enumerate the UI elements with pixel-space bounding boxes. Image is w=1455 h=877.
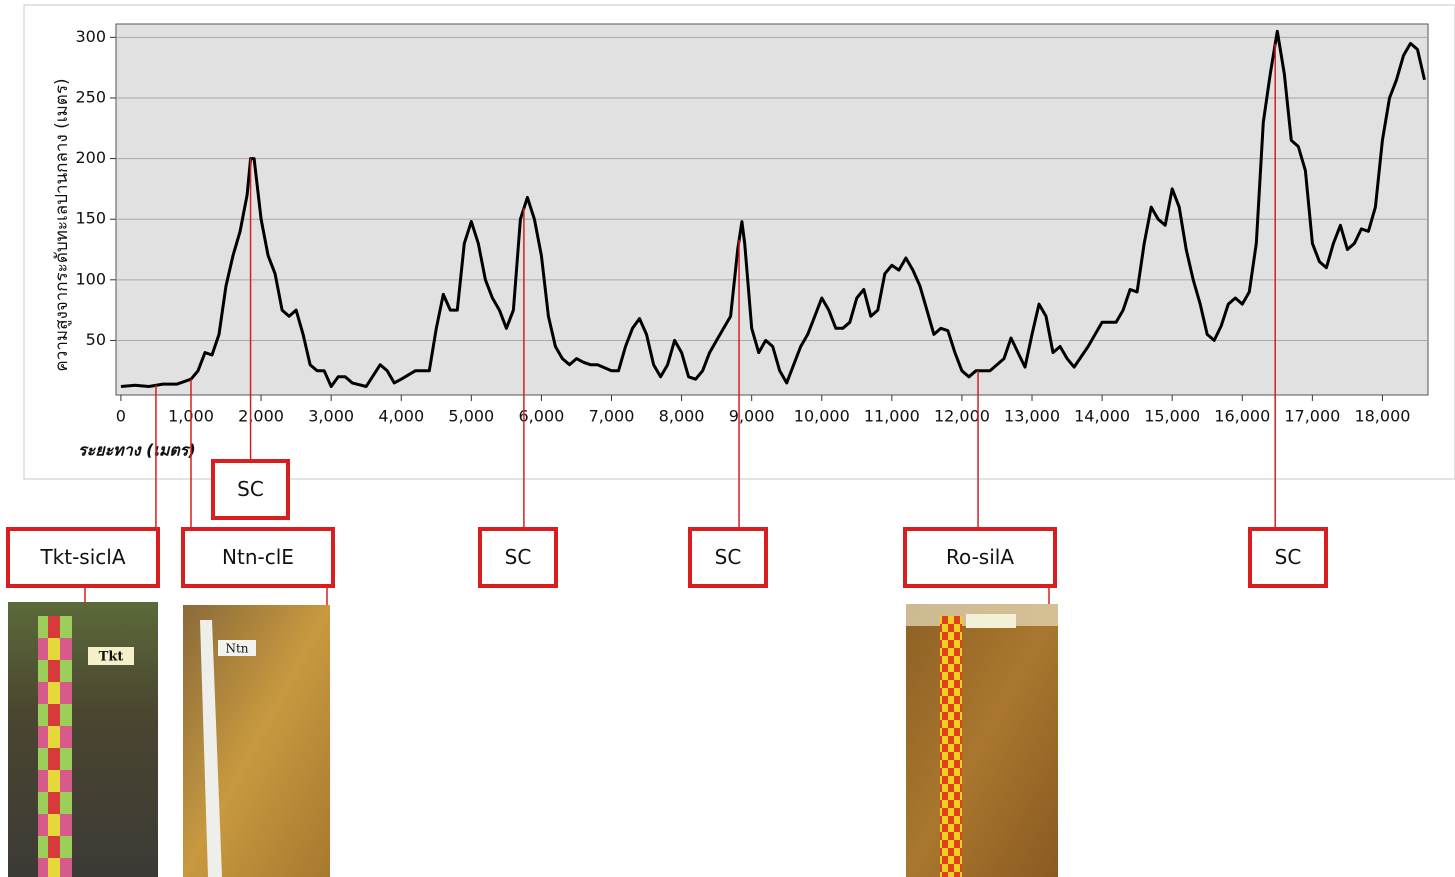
soil-photo: Ntn: [183, 605, 330, 877]
x-tick-label: 14,000: [1074, 407, 1130, 426]
x-tick-label: 9,000: [729, 407, 775, 426]
annotation-box: [478, 527, 558, 588]
annotation: Ro-silA: [903, 370, 1057, 604]
soil-photo: Tkt: [8, 602, 158, 877]
annotation-box: [6, 527, 160, 588]
x-tick-label: 16,000: [1214, 407, 1270, 426]
x-tick-label: 10,000: [794, 407, 850, 426]
annotation: SC: [688, 240, 768, 588]
soil-photo: [906, 604, 1058, 877]
annotation-label: SC: [1275, 545, 1302, 569]
annotation-box: [181, 527, 335, 588]
x-tick-label: 6,000: [519, 407, 565, 426]
svg-text:Tkt: Tkt: [99, 650, 124, 665]
annotation: SC: [478, 208, 558, 588]
x-tick-label: 11,000: [864, 407, 920, 426]
x-tick-label: 18,000: [1354, 407, 1410, 426]
annotation-label: SC: [237, 477, 264, 501]
y-tick-label: 50: [86, 330, 106, 349]
x-tick-label: 15,000: [1144, 407, 1200, 426]
annotation: SC: [1248, 44, 1328, 588]
annotation-label: Ntn-clE: [222, 545, 294, 569]
annotation: Tkt-siclA: [6, 385, 160, 602]
x-tick-label: 2,000: [238, 407, 284, 426]
annotation-box: [211, 459, 290, 520]
annotation-label: SC: [505, 545, 532, 569]
y-tick-label: 200: [75, 148, 106, 167]
annotation-box: [1248, 527, 1328, 588]
x-tick-label: 0: [116, 407, 126, 426]
annotation-box: [688, 527, 768, 588]
y-tick-label: 100: [75, 269, 106, 288]
annotation-label: SC: [715, 545, 742, 569]
annotation: SC: [211, 158, 290, 520]
y-tick-label: 150: [75, 209, 106, 228]
y-axis-label: ความสูงจากระดับทะเลปานกลาง (เมตร): [52, 78, 72, 371]
annotation-box: [903, 527, 1057, 588]
x-axis-label: ระยะทาง (เมตร): [78, 441, 196, 460]
annotation: Ntn-clE: [181, 379, 335, 605]
x-tick-label: 5,000: [448, 407, 494, 426]
y-tick-label: 250: [75, 87, 106, 106]
y-tick-label: 300: [75, 27, 106, 46]
plot-area: [115, 23, 1429, 396]
x-tick-label: 7,000: [589, 407, 635, 426]
svg-text:Ntn: Ntn: [225, 642, 248, 656]
x-tick-label: 4,000: [378, 407, 424, 426]
x-tick-label: 12,000: [934, 407, 990, 426]
x-tick-label: 17,000: [1284, 407, 1340, 426]
x-tick-label: 3,000: [308, 407, 354, 426]
elevation-line: [120, 29, 1426, 388]
x-tick-label: 8,000: [659, 407, 705, 426]
annotation-label: Ro-silA: [946, 545, 1014, 569]
annotation-label: Tkt-siclA: [39, 545, 125, 569]
x-tick-label: 13,000: [1004, 407, 1060, 426]
